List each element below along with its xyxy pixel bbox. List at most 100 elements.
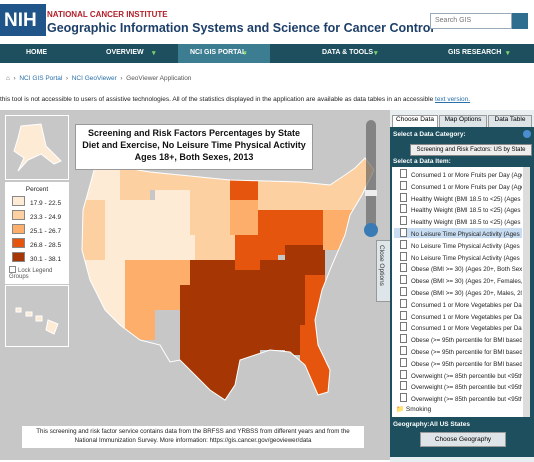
legend-row: 23.3 - 24.9: [12, 210, 68, 221]
list-item[interactable]: Overweight (>= 85th percentile but <95th: [394, 381, 522, 391]
legend-label: 25.1 - 26.7: [30, 228, 62, 235]
legend-swatch: [12, 224, 25, 234]
list-item-text: Obese (>= 95th percentile for BMI based: [411, 337, 522, 345]
list-item-text: Obese (BMI >= 30) (Ages 20+, Males, 20: [411, 290, 522, 297]
file-icon: [400, 310, 407, 320]
legend-row: 26.8 - 28.5: [12, 238, 68, 249]
file-icon: [400, 357, 407, 367]
help-icon[interactable]: [523, 130, 531, 138]
search-box[interactable]: Search GIS: [430, 13, 512, 29]
caret: ▾: [506, 50, 510, 57]
notice-text: this tool is not accessible to users of …: [0, 96, 434, 103]
list-item-text: Obese (BMI >= 30) (Ages 20+, Females,: [411, 278, 522, 286]
close-options-tab[interactable]: Close Options: [376, 240, 391, 302]
list-item[interactable]: Obese (>= 95th percentile for BMI based: [394, 334, 522, 344]
hawaii: [15, 307, 59, 335]
notice-link[interactable]: text version.: [435, 96, 471, 103]
scrollbar[interactable]: [523, 167, 530, 417]
file-icon: [400, 275, 407, 285]
list-item-text: Overweight (>= 85th percentile but <95th: [411, 372, 522, 380]
category-select[interactable]: Screening and Risk Factors: US by State: [410, 144, 532, 156]
legend-swatch: [12, 238, 25, 248]
folder-text: Smoking: [405, 406, 432, 413]
file-icon: [400, 239, 407, 249]
search-placeholder: Search GIS: [435, 17, 472, 24]
file-icon: [400, 334, 407, 344]
file-icon: [400, 204, 407, 214]
map-title: Screening and Risk Factors Percentages b…: [75, 124, 313, 170]
list-item-text: Consumed 1 or More Vegetables per Da: [411, 313, 522, 321]
list-item-text: No Leisure Time Physical Activity (Ages: [411, 242, 520, 250]
nav-item[interactable]: GIS RESEARCH: [448, 49, 502, 56]
footnote-line: National Immunization Survey. More infor…: [74, 437, 312, 444]
list-item-text: Healthy Weight (BMI 18.5 to <25) (Ages: [411, 207, 521, 215]
list-item[interactable]: Healthy Weight (BMI 18.5 to <25) (Ages: [394, 204, 522, 214]
file-icon: [400, 263, 407, 273]
list-item[interactable]: No Leisure Time Physical Activity (Ages: [394, 251, 522, 262]
list-item[interactable]: Obese (>= 95th percentile for BMI based: [394, 357, 522, 368]
list-item[interactable]: Overweight (>= 85th percentile but <95th: [394, 369, 522, 380]
legend-row: 30.1 - 38.1: [12, 252, 68, 263]
alaska: [13, 123, 62, 172]
file-icon: [400, 346, 407, 355]
list-item[interactable]: Obese (BMI >= 30) (Ages 20+, Males, 20: [394, 287, 522, 297]
list-item[interactable]: Consumed 1 or More Fruits per Day (Age: [394, 180, 522, 191]
legend: Percent 17.9 - 22.5 23.3 - 24.9 25.1 - 26.…: [5, 182, 69, 284]
nav-item[interactable]: OVERVIEW: [106, 49, 144, 56]
list-item-text: Consumed 1 or More Vegetables per Da: [411, 301, 522, 309]
choose-geography-button[interactable]: Choose Geography: [420, 432, 506, 447]
list-item[interactable]: No Leisure Time Physical Activity (Ages: [394, 228, 522, 238]
file-icon: [400, 287, 407, 296]
list-item[interactable]: Obese (BMI >= 30) (Ages 20+, Females,: [394, 275, 522, 285]
close-options-text: Close Options: [378, 245, 385, 286]
list-item[interactable]: Healthy Weight (BMI 18.5 to <25) (Ages: [394, 192, 522, 203]
zoom-handle[interactable]: [365, 190, 377, 196]
legend-lock[interactable]: Lock Legend Groups: [9, 266, 68, 280]
hawaii-inset: [5, 285, 69, 347]
map-title-line: Diet and Exercise, No Leisure Time Physi…: [82, 140, 306, 150]
nav-item[interactable]: HOME: [26, 49, 47, 56]
list-item[interactable]: No Leisure Time Physical Activity (Ages: [394, 239, 522, 250]
category-label: Select a Data Category:: [393, 131, 466, 138]
list-item[interactable]: Obese (>= 95th percentile for BMI based: [394, 346, 522, 356]
list-item[interactable]: Consumed 1 or More Vegetables per Da: [394, 322, 522, 332]
item-list: 📁 Smoking Consumed 1 or More Fruits per …: [392, 167, 530, 417]
search-button[interactable]: [512, 13, 528, 29]
zoom-slider[interactable]: [366, 120, 376, 230]
legend-label: 26.8 - 28.5: [30, 242, 62, 249]
list-item-text: Consumed 1 or More Fruits per Day (Age: [411, 183, 522, 191]
list-item-text: Overweight (>= 85th percentile but <95th: [411, 384, 522, 392]
list-item-text: Overweight (>= 85th percentile but <95th: [411, 396, 522, 404]
list-item[interactable]: Obese (BMI >= 30) (Ages 20+, Both Sexe: [394, 263, 522, 273]
file-icon: [400, 216, 407, 226]
legend-lock-text: Lock Legend Groups: [9, 268, 53, 280]
file-icon: [400, 169, 407, 178]
list-item-text: Obese (>= 95th percentile for BMI based: [411, 360, 522, 368]
crumb[interactable]: NCI GIS Portal: [19, 75, 63, 82]
list-item[interactable]: Consumed 1 or More Vegetables per Da: [394, 310, 522, 321]
list-item-text: No Leisure Time Physical Activity (Ages: [411, 254, 520, 262]
file-icon: [400, 251, 407, 261]
list-item[interactable]: Consumed 1 or More Fruits per Day (Ages: [394, 169, 522, 179]
folder[interactable]: 📁 Smoking: [396, 406, 432, 413]
legend-swatch: [12, 252, 25, 262]
nav-active: [178, 44, 270, 63]
footnote-line: This screening and risk factor service c…: [36, 428, 350, 435]
logo[interactable]: NIH: [0, 4, 46, 36]
file-icon: [400, 369, 407, 379]
crumb[interactable]: NCI GeoViewer: [71, 75, 117, 82]
home-icon[interactable]: ⌂ ›: [6, 75, 20, 82]
nav-item[interactable]: DATA & TOOLS: [322, 49, 374, 56]
list-item[interactable]: Consumed 1 or More Vegetables per Da: [394, 298, 522, 309]
list-item[interactable]: Overweight (>= 85th percentile but <95th: [394, 393, 522, 403]
caret: ▾: [152, 50, 156, 57]
list-item-text: Obese (BMI >= 30) (Ages 20+, Both Sexe: [411, 266, 522, 274]
institute: NATIONAL CANCER INSTITUTE: [47, 10, 168, 19]
globe-icon[interactable]: [364, 223, 378, 237]
nav-item[interactable]: NCI GIS PORTAL: [190, 49, 247, 56]
site-title: Geographic Information Systems and Scien…: [47, 21, 434, 35]
legend-swatch: [12, 210, 25, 220]
legend-row: 17.9 - 22.5: [12, 196, 68, 207]
list-item[interactable]: Healthy Weight (BMI 18.5 to <25) (Ages: [394, 216, 522, 226]
